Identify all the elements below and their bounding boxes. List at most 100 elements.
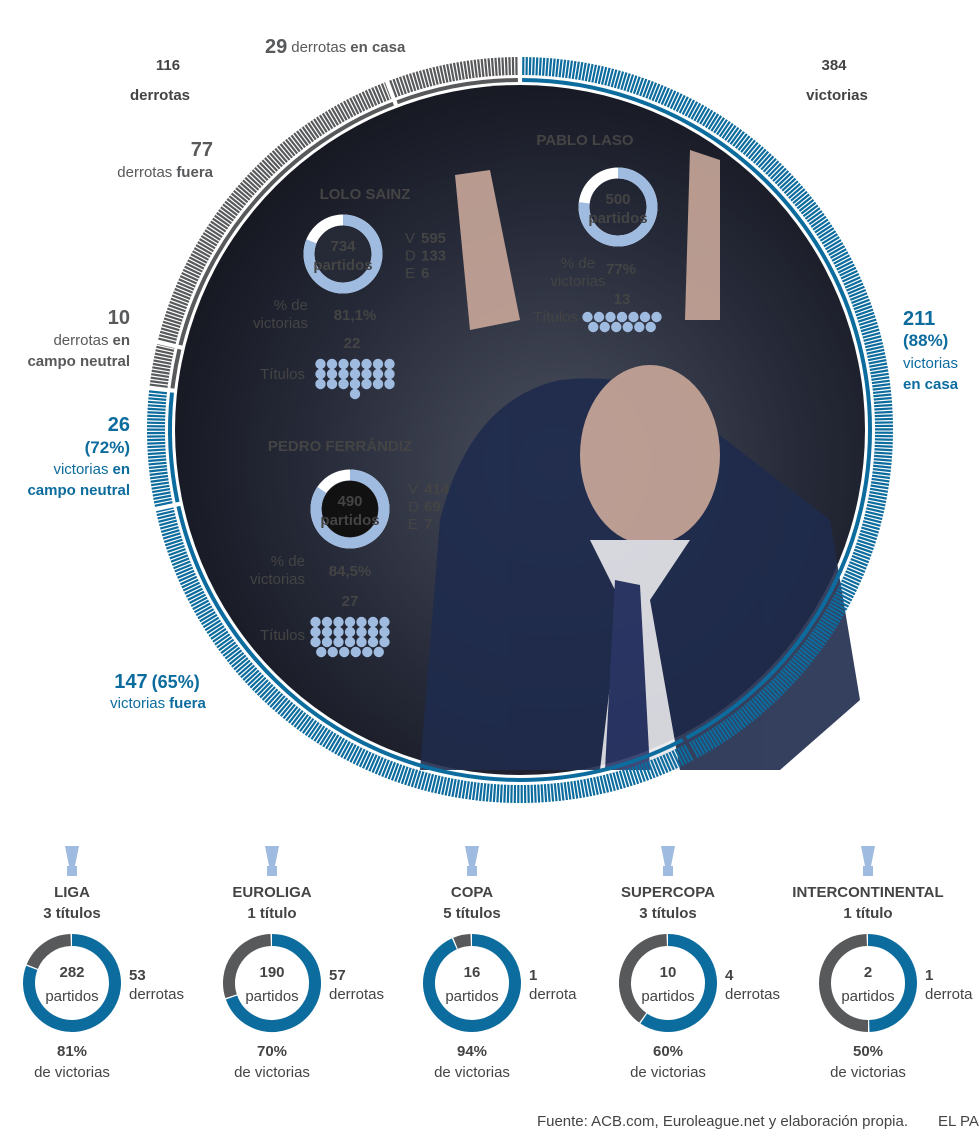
trophy-cup	[661, 846, 675, 866]
title-dot	[333, 626, 344, 638]
title-dot	[349, 388, 361, 400]
coach-games-label: partidos	[313, 257, 372, 274]
title-dot	[356, 616, 367, 628]
comp-pct-caption: de victorias	[434, 1064, 510, 1081]
title-dot	[349, 368, 361, 380]
comp-name: COPA	[451, 884, 493, 901]
comp-pct-caption: de victorias	[234, 1064, 310, 1081]
title-dot	[333, 616, 344, 628]
record-value: 595	[421, 230, 446, 247]
trophy-icon	[465, 846, 479, 876]
text-part: 77	[191, 139, 213, 161]
record-value: 69	[424, 498, 441, 515]
comp-pct: 60%	[653, 1043, 683, 1060]
title-dot	[356, 626, 367, 638]
ring-segment	[147, 390, 173, 507]
trophy-icon	[661, 846, 675, 876]
record-key: V	[408, 481, 418, 498]
ring-segment	[155, 507, 694, 803]
record-key: D	[408, 498, 419, 515]
title-dot	[333, 636, 344, 648]
donut-wins	[225, 934, 321, 1032]
trophy-base	[267, 866, 277, 876]
donut-wins	[578, 167, 658, 247]
comp-pct: 50%	[853, 1043, 883, 1060]
title-dot	[349, 378, 361, 390]
record-key: E	[408, 516, 418, 533]
title-dot	[599, 321, 610, 333]
comp-losses-label: derrotas	[129, 986, 184, 1003]
record-value: 6	[421, 265, 429, 282]
title-dot	[321, 616, 333, 628]
text-part: (65%)	[152, 672, 200, 692]
text-part: (88%)	[903, 331, 948, 350]
donut-losses	[619, 934, 668, 1023]
coach-pct: 84,5%	[329, 563, 372, 580]
comp-pct: 94%	[457, 1043, 487, 1060]
title-dot	[645, 321, 656, 333]
comp-losses: 1	[925, 967, 933, 984]
comp-pct-caption: de victorias	[34, 1064, 110, 1081]
segment-pct: (88%)	[903, 331, 948, 350]
text-part: 211	[903, 308, 935, 330]
comp-games: 282	[59, 964, 84, 981]
comp-games-label: partidos	[445, 988, 498, 1005]
losses-label: derrotas	[130, 87, 190, 104]
pct-caption: % de	[561, 255, 595, 272]
text-part: 10	[108, 307, 130, 329]
wins-total: 384	[821, 57, 847, 74]
comp-titles: 3 títulos	[639, 905, 697, 922]
comp-games-label: partidos	[245, 988, 298, 1005]
title-dot	[338, 358, 349, 370]
donut-wins	[23, 934, 121, 1032]
coach-games-label: partidos	[588, 210, 647, 227]
coach-name: PABLO LASO	[536, 132, 634, 149]
trophy-base	[67, 866, 77, 876]
text-part: derrotas	[117, 164, 172, 181]
title-dot	[321, 636, 333, 648]
title-dot	[367, 616, 379, 628]
ring-inner	[168, 392, 180, 503]
photo-figure	[420, 150, 860, 770]
title-dot	[372, 378, 384, 390]
label: victorias en	[53, 461, 130, 478]
comp-name: INTERCONTINENTAL	[792, 884, 943, 901]
ring-inner	[178, 101, 395, 346]
coach-name: PEDRO FERRÁNDIZ	[268, 438, 412, 455]
ring-inner	[170, 348, 182, 389]
titles-count: 13	[614, 291, 631, 308]
title-dot	[344, 626, 356, 638]
text-part: victorias	[903, 355, 958, 372]
title-dot	[321, 626, 333, 638]
title-dot	[651, 311, 662, 323]
record-key: E	[405, 265, 415, 282]
comp-titles: 1 título	[843, 905, 892, 922]
title-dot	[315, 378, 326, 390]
title-dot	[327, 646, 338, 658]
label: 29 derrotas en casa	[265, 36, 406, 58]
text-part: victorias	[110, 695, 165, 712]
record-value: 7	[424, 516, 432, 533]
comp-games: 10	[660, 964, 677, 981]
text-part: fuera	[176, 164, 213, 181]
text-part: fuera	[169, 695, 206, 712]
text-part: (72%)	[85, 438, 130, 457]
segment-value: 10	[108, 307, 130, 329]
title-dot	[611, 321, 622, 333]
title-dot	[634, 321, 645, 333]
title-dot	[616, 311, 628, 323]
title-dot	[361, 378, 372, 390]
comp-name: EUROLIGA	[232, 884, 311, 901]
label: campo neutral	[27, 353, 130, 370]
title-dot	[372, 368, 384, 380]
title-dot	[379, 616, 390, 628]
title-dot	[316, 646, 327, 658]
comp-games-label: partidos	[45, 988, 98, 1005]
title-dot	[349, 358, 361, 370]
ring-inner	[396, 78, 518, 105]
coach-games-label: partidos	[320, 512, 379, 529]
comp-games-label: partidos	[841, 988, 894, 1005]
coach-games: 500	[605, 191, 630, 208]
comp-pct: 70%	[257, 1043, 287, 1060]
